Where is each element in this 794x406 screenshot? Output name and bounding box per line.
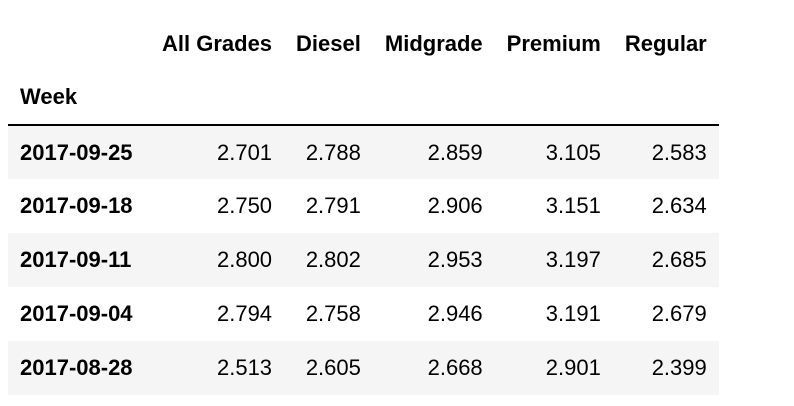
table-cell: 2.859 (427, 139, 483, 165)
table-row: 2017-09-04 2.794 2.758 2.946 3.191 2.679 (8, 287, 719, 341)
row-index: 2017-08-28 (20, 355, 133, 380)
blank-header-cell (612, 70, 719, 126)
table-row: 2017-09-25 2.701 2.788 2.859 3.105 2.583 (8, 125, 719, 179)
column-header: All Grades (162, 31, 273, 56)
index-name: Week (8, 70, 150, 126)
row-index: 2017-09-11 (20, 247, 132, 272)
table-cell: 2.634 (651, 193, 707, 218)
table-cell: 2.901 (545, 355, 601, 380)
table-cell: 2.399 (651, 355, 707, 380)
blank-header-cell (150, 70, 285, 126)
blank-header-cell (494, 70, 613, 126)
corner-cell (8, 18, 150, 70)
row-index: 2017-09-04 (20, 301, 133, 326)
table-cell: 2.750 (216, 193, 273, 218)
table-cell: 2.946 (427, 301, 483, 326)
column-header: Diesel (296, 31, 361, 56)
blank-header-cell (284, 70, 373, 126)
table-cell: 2.758 (305, 301, 361, 326)
table-row: 2017-09-11 2.800 2.802 2.953 3.197 2.685 (8, 233, 719, 287)
fuel-price-table: All Grades Diesel Midgrade Premium Regul… (8, 18, 719, 395)
index-name-row: Week (8, 70, 719, 126)
row-index: 2017-09-18 (20, 193, 133, 218)
table-cell: 2.791 (305, 193, 361, 218)
table-row: 2017-09-18 2.750 2.791 2.906 3.151 2.634 (8, 179, 719, 233)
row-index: 2017-09-25 (20, 139, 133, 165)
table-cell: 3.151 (545, 193, 601, 218)
blank-header-cell (372, 70, 495, 126)
table-cell: 2.794 (216, 301, 273, 326)
table-cell: 2.953 (427, 247, 483, 272)
table-cell: 2.701 (216, 139, 273, 165)
column-header: Midgrade (384, 31, 483, 56)
table-cell: 2.668 (427, 355, 483, 380)
table-cell: 2.513 (216, 355, 273, 380)
table-cell: 2.685 (651, 247, 707, 272)
table-cell: 2.679 (651, 301, 707, 326)
table-cell: 2.605 (305, 355, 361, 380)
table-body: 2017-09-25 2.701 2.788 2.859 3.105 2.583… (8, 125, 719, 395)
table-cell: 3.105 (545, 139, 601, 165)
column-header: Regular (624, 31, 707, 56)
column-header: Premium (506, 31, 601, 56)
table-cell: 2.788 (305, 139, 361, 165)
table-cell: 2.906 (427, 193, 483, 218)
column-header-row: All Grades Diesel Midgrade Premium Regul… (8, 18, 719, 70)
table-cell: 3.197 (545, 247, 601, 272)
table-cell: 2.802 (305, 247, 361, 272)
table-header: All Grades Diesel Midgrade Premium Regul… (8, 18, 719, 126)
table-cell: 2.800 (216, 247, 273, 272)
table-cell: 2.583 (651, 139, 707, 165)
table-cell: 3.191 (545, 301, 601, 326)
table-row: 2017-08-28 2.513 2.605 2.668 2.901 2.399 (8, 341, 719, 395)
